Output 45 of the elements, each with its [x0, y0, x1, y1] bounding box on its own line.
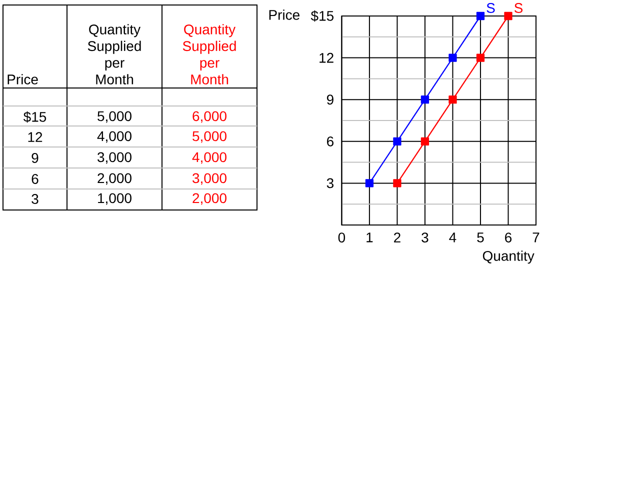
x-tick-label: 3 [422, 232, 428, 243]
y-tick-label: 9 [326, 94, 334, 105]
point [476, 12, 485, 20]
series-label: S [486, 3, 495, 13]
point [393, 179, 402, 188]
text: Price [8, 74, 38, 84]
text: 2,000 [192, 193, 226, 205]
y-axis-title: Price [269, 10, 300, 20]
y-tick-label: $15 [310, 10, 334, 22]
x-tick-label: 7 [532, 232, 540, 242]
text: 9 [32, 153, 38, 163]
x-axis-title: Quantity [482, 250, 534, 264]
point [365, 179, 374, 188]
text: 6 [32, 174, 38, 184]
text: Quantity Supplied per Month [182, 24, 236, 84]
y-tick-label: 3 [326, 178, 334, 188]
x-tick-label: 5 [477, 232, 484, 242]
text: 4,000 [97, 131, 132, 143]
text: Quantity Supplied per Month [88, 24, 141, 84]
text: 3,000 [192, 173, 226, 185]
x-tick-label: 6 [505, 232, 512, 243]
point [420, 96, 430, 104]
x-tick-label: 4 [449, 232, 456, 242]
text: $15 [23, 111, 46, 123]
text: 3,000 [98, 152, 132, 164]
x-tick-label: 0 [338, 232, 346, 243]
point [476, 54, 485, 62]
point [504, 12, 512, 20]
text: 12 [28, 132, 42, 142]
point [448, 96, 457, 104]
point [420, 137, 430, 146]
x-tick-label: 1 [366, 232, 373, 242]
text: 5,000 [192, 131, 226, 143]
x-tick-label: 2 [394, 232, 400, 242]
series-label: S [514, 3, 523, 13]
point [448, 54, 457, 62]
text: 6,000 [192, 111, 226, 123]
y-tick-label: 12 [320, 52, 334, 63]
text: 4,000 [192, 152, 226, 164]
text: 5,000 [98, 111, 132, 123]
point [393, 137, 402, 146]
y-tick-label: 6 [327, 136, 334, 146]
text: 3 [32, 194, 38, 204]
text: 2,000 [98, 173, 132, 185]
text: 1,000 [98, 193, 132, 205]
